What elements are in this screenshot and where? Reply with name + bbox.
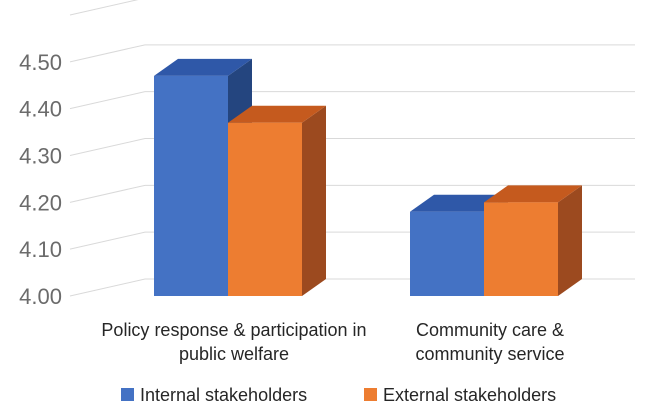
y-tick-label: 4.10: [19, 237, 62, 262]
y-tick-label: 4.00: [19, 284, 62, 309]
category-label-line: public welfare: [179, 344, 289, 364]
category-labels: Policy response & participation in public…: [101, 320, 564, 364]
bars: [154, 59, 582, 296]
category-label: Policy response & participation in public…: [101, 320, 366, 364]
bar-front: [484, 202, 558, 296]
y-tick-label: 4.50: [19, 50, 62, 75]
gridline: [70, 0, 635, 15]
category-label-line: Policy response & participation in: [101, 320, 366, 340]
category-label-line: community service: [415, 344, 564, 364]
gridline: [70, 45, 635, 62]
legend-item-external[interactable]: External stakeholders: [364, 385, 556, 405]
y-tick-label: 4.40: [19, 97, 62, 122]
legend-swatch: [364, 388, 377, 401]
bar-front: [410, 212, 484, 296]
legend-item-internal[interactable]: Internal stakeholders: [121, 385, 307, 405]
bar-front: [228, 123, 302, 296]
bar-side: [558, 185, 582, 296]
legend[interactable]: Internal stakeholders External stakeholde…: [121, 385, 556, 405]
y-tick-label: 4.20: [19, 190, 62, 215]
legend-swatch: [121, 388, 134, 401]
category-label-line: Community care &: [416, 320, 564, 340]
bar-side: [302, 106, 326, 296]
bar-external-2: [484, 185, 582, 296]
legend-label: External stakeholders: [383, 385, 556, 405]
y-axis-ticks: 4.00 4.10 4.20 4.30 4.40 4.50: [19, 50, 62, 309]
bar-external-1: [228, 106, 326, 296]
y-tick-label: 4.30: [19, 144, 62, 169]
bar-front: [154, 76, 228, 296]
legend-label: Internal stakeholders: [140, 385, 307, 405]
category-label: Community care & community service: [415, 320, 564, 364]
